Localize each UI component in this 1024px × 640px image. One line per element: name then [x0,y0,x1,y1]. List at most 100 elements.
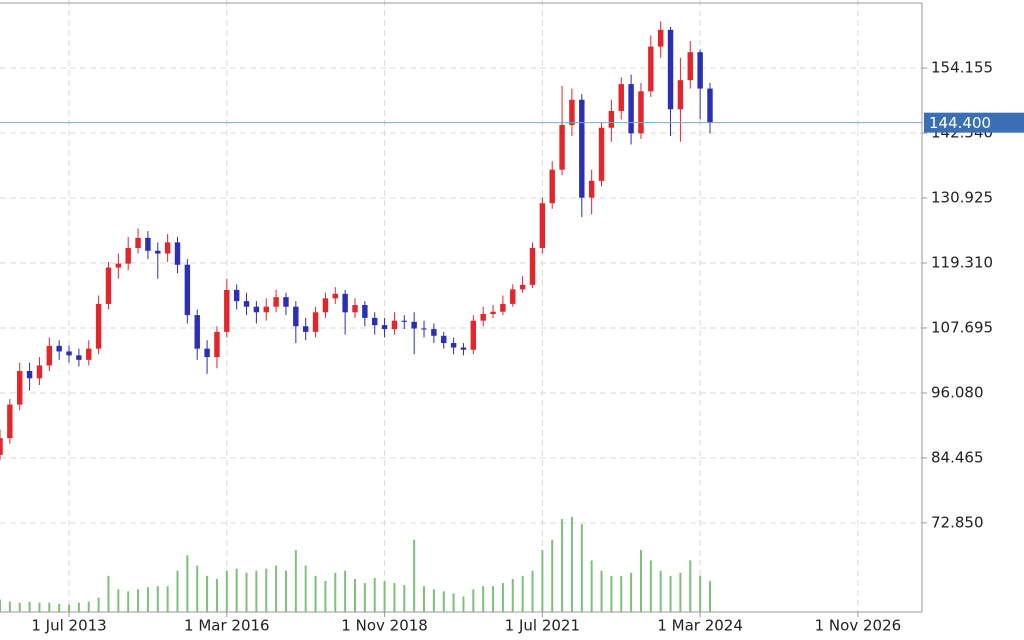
volume-bar [610,575,613,612]
y-tick-label: 84.465 [931,448,984,466]
candle-body [460,347,467,350]
candle-body [648,46,654,92]
candle-body [490,311,496,314]
volume-bar [127,591,130,612]
candle-body [332,293,338,299]
volume-bar [8,601,11,612]
volume-bar [146,587,149,612]
volume-bar [18,602,21,612]
volume-bar [472,589,475,612]
volume-bar [551,539,554,612]
candle-body [510,289,516,304]
volume-bar [413,539,416,612]
volume-bar [196,565,199,612]
x-tick-label: 1 Mar 2016 [184,617,270,635]
volume-bar [117,589,120,612]
volume-bar [58,603,61,612]
candle-body [667,29,674,110]
volume-bar [570,517,573,612]
candle-body [302,326,309,332]
volume-bar [255,570,258,612]
candle-body [135,237,141,248]
volume-bar [245,572,248,612]
volume-bar [0,599,1,612]
volume-bar [561,519,564,612]
volume-bar [620,575,623,612]
volume-bar [225,570,228,612]
candle-body [608,110,615,128]
candle-body [657,29,664,47]
volume-bar [669,575,672,612]
candle-body [36,365,43,379]
volume-bar [314,575,317,612]
candle-body [352,305,358,313]
volume-bar [649,560,652,612]
candle-body [76,355,82,360]
candle-body [598,127,605,181]
volume-bar [659,570,662,612]
candle-body [155,250,161,254]
candle-body [401,320,408,322]
candle-body [500,303,506,312]
x-tick-label: 1 Mar 2024 [657,617,743,635]
candle-body [707,88,713,123]
candle-body [66,351,72,356]
y-tick-label: 96.080 [931,383,984,401]
volume-bar [432,589,435,612]
volume-bar [68,604,71,612]
y-tick-label: 154.155 [931,59,993,77]
y-tick-label: 107.695 [931,318,993,336]
candle-body [687,52,693,81]
candle-body [263,306,269,313]
volume-bar [492,586,495,612]
candle-body [283,297,289,307]
volume-bar [708,581,711,612]
candle-body [145,237,151,251]
candle-body [115,263,122,268]
y-tick-label: 130.925 [931,189,993,207]
volume-bar [600,570,603,612]
last-price-tag [924,112,1024,133]
x-tick-label: 1 Jul 2021 [505,617,580,635]
volume-bar [403,585,406,612]
candle-body [372,317,378,326]
candle-body [618,84,624,111]
candle-body [638,91,644,134]
volume-bar [206,575,209,612]
y-tick-label: 72.850 [931,513,984,531]
candle-body [26,371,33,379]
volume-bar [304,565,307,612]
volume-bar [38,602,41,612]
volume-bar [531,570,534,612]
volume-bar [501,583,504,612]
volume-bar [324,581,327,612]
x-tick-label: 1 Nov 2026 [815,617,902,635]
volume-bar [87,601,90,612]
volume-bar [265,568,268,612]
volume-bar [48,602,51,612]
volume-bar [176,570,179,612]
candle-body [125,247,131,264]
volume-bar [452,593,455,612]
volume-bar [363,583,366,612]
candle-body [362,305,368,318]
candle-body [519,284,526,290]
candle-body [253,306,260,313]
volume-bar [521,575,524,612]
volume-bar [393,583,396,612]
candle-body [184,264,191,316]
candle-body [95,303,102,349]
volume-bar [689,560,692,612]
candle-body [549,169,555,204]
axes: 72.850 84.465 96.080 107.695 119.310 130.925 1… [0,59,1024,635]
candle-body [214,331,220,358]
volume-bar [353,578,356,612]
last-price-label: 144.400 [929,114,991,132]
candle-body [579,99,585,198]
volume-bar [344,570,347,612]
candle-body [588,180,595,198]
candle-body [194,315,200,349]
candle-body [293,306,299,327]
